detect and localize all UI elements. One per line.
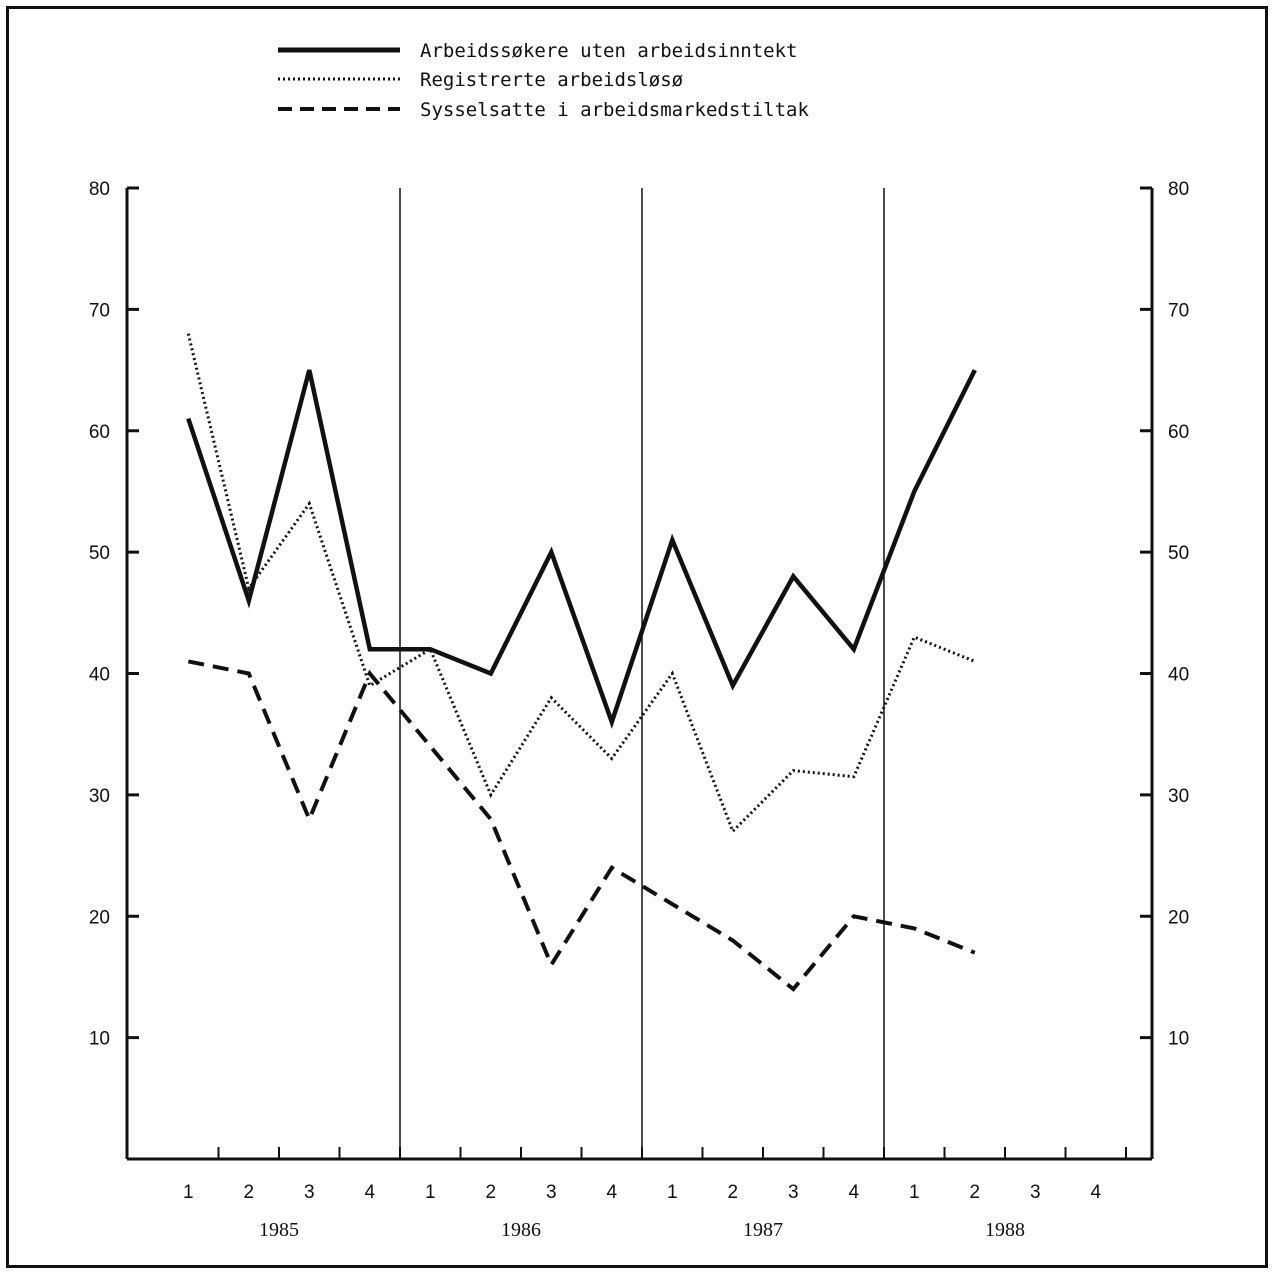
x-quarter-label: 2 [485, 1182, 496, 1203]
x-year-label: 1987 [743, 1219, 783, 1241]
y-tick-label-right: 10 [1168, 1029, 1189, 1050]
x-quarter-label: 3 [546, 1182, 557, 1203]
series-layer [186, 333, 977, 992]
x-quarter-label: 4 [364, 1182, 375, 1203]
x-quarter-label: 4 [848, 1182, 859, 1203]
x-quarter-label: 3 [304, 1182, 315, 1203]
legend-label-arbeidssokere: Arbeidssøkere uten arbeidsinntekt [420, 40, 798, 62]
x-quarter-label: 4 [606, 1182, 617, 1203]
x-year-label: 1988 [985, 1219, 1025, 1241]
series-line-arbeidssokere [186, 369, 977, 729]
y-tick-label-left: 80 [89, 179, 110, 200]
axes: 10 10 20 20 30 30 40 40 50 50 60 60 70 70 80 80 1 2 3 4 1 2 3 4… [89, 179, 1189, 1241]
x-quarter-label: 4 [1090, 1182, 1101, 1203]
series-line-registrerte [186, 333, 976, 834]
y-tick-label-left: 60 [89, 422, 110, 443]
x-quarter-label: 1 [425, 1182, 436, 1203]
y-tick-label-right: 80 [1168, 179, 1189, 200]
x-year-label: 1986 [501, 1219, 541, 1241]
y-tick-label-right: 60 [1168, 422, 1189, 443]
series-line-sysselsatte [187, 659, 976, 992]
y-tick-label-right: 20 [1168, 907, 1189, 928]
y-tick-label-left: 40 [89, 665, 110, 686]
year-dividers [399, 188, 885, 1159]
y-tick-label-left: 30 [89, 786, 110, 807]
y-tick-label-right: 40 [1168, 665, 1189, 686]
x-quarter-label: 1 [667, 1182, 678, 1203]
y-tick-label-left: 50 [89, 543, 110, 564]
y-tick-label-left: 70 [89, 300, 110, 321]
x-quarter-label: 1 [183, 1182, 194, 1203]
y-tick-label-left: 20 [89, 907, 110, 928]
legend-label-sysselsatte: Sysselsatte i arbeidsmarkedstiltak [420, 99, 809, 121]
legend-label-registrerte: Registrerte arbeidsløsø [420, 69, 683, 91]
legend: Arbeidssøkere uten arbeidsinntekt Regist… [278, 40, 809, 121]
x-quarter-label: 2 [969, 1182, 980, 1203]
x-quarter-label: 3 [1030, 1182, 1041, 1203]
y-tick-label-right: 30 [1168, 786, 1189, 807]
chart-frame [6, 6, 1268, 1268]
x-quarter-label: 3 [788, 1182, 799, 1203]
y-tick-label-right: 70 [1168, 300, 1189, 321]
x-quarter-label: 2 [727, 1182, 738, 1203]
y-tick-label-left: 10 [89, 1029, 110, 1050]
x-quarter-label: 1 [909, 1182, 920, 1203]
x-year-label: 1985 [259, 1219, 299, 1241]
y-tick-label-right: 50 [1168, 543, 1189, 564]
x-quarter-label: 2 [243, 1182, 254, 1203]
